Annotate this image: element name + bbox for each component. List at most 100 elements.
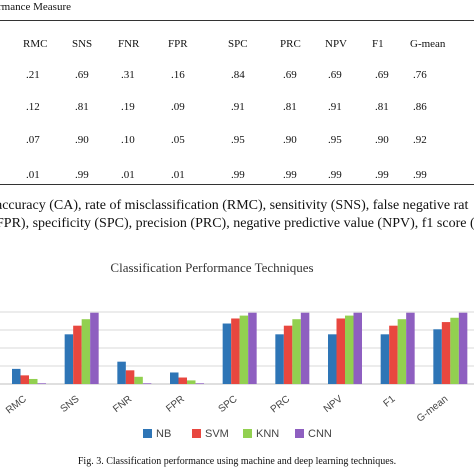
table-cell: .76 [413, 69, 427, 81]
x-tick-label: FNR [111, 394, 134, 415]
bar-knn-rmc [29, 378, 38, 384]
table-cell: .81 [75, 101, 89, 113]
x-tick-label: PRC [269, 394, 292, 416]
table-column-header: F1 [372, 38, 384, 50]
legend-swatch-cnn [295, 429, 304, 438]
bar-cnn-fpr [195, 383, 204, 384]
table-cell: .86 [413, 101, 427, 113]
table-cell: .99 [283, 169, 297, 181]
table-cell: .07 [26, 134, 40, 146]
x-tick-label: G-mean [415, 394, 450, 425]
bar-nb-spc [222, 323, 232, 384]
table-header-fragment: rmance Measure [0, 1, 71, 13]
legend-swatch-nb [143, 429, 152, 438]
table-top-rule [0, 20, 474, 21]
table-cell: .99 [413, 169, 427, 181]
bar-cnn-prc [300, 312, 310, 384]
bar-knn-prc [292, 319, 301, 384]
bar-knn-g-mean [450, 317, 459, 384]
table-cell: .91 [328, 101, 342, 113]
table-column-header: NPV [325, 38, 348, 50]
table-cell: .95 [231, 134, 245, 146]
table-cell: .12 [26, 101, 40, 113]
bar-knn-fpr [187, 380, 196, 384]
bar-nb-npv [328, 334, 337, 384]
bar-svm-fnr [125, 370, 135, 384]
table-cell: .19 [121, 101, 135, 113]
bar-cnn-sns [90, 312, 99, 384]
table-cell: .99 [375, 169, 389, 181]
figure-caption: Fig. 3. Classification performance using… [77, 456, 397, 467]
table-cell: .90 [75, 134, 89, 146]
table-column-header: SNS [72, 38, 93, 50]
bar-knn-fnr [134, 376, 143, 384]
table-cell: .05 [171, 134, 185, 146]
table-caption-line-1: accuracy (CA), rate of misclassification… [0, 198, 469, 213]
table-cell: .69 [75, 69, 89, 81]
table-bottom-rule [0, 184, 474, 185]
bar-cnn-spc [248, 312, 257, 384]
table-cell: .90 [375, 134, 389, 146]
bar-knn-npv [345, 315, 354, 384]
x-tick-label: SNS [59, 393, 82, 415]
table-column-header: G-mean [410, 38, 446, 50]
bar-nb-prc [275, 334, 284, 384]
legend-swatch-svm [192, 429, 201, 438]
bar-svm-npv [336, 318, 345, 384]
bar-cnn-f1 [406, 312, 415, 384]
x-tick-label: FPR [164, 394, 187, 415]
classification-performance-chart: Classification Performance Techniques RMC… [0, 260, 474, 440]
table-caption-line-2: FPR), specificity (SPC), precision (PRC)… [0, 216, 474, 231]
bar-cnn-npv [353, 312, 362, 384]
bar-nb-g-mean [433, 329, 442, 384]
bar-nb-rmc [12, 368, 21, 384]
bar-svm-g-mean [441, 322, 451, 384]
table-cell: .16 [171, 69, 185, 81]
table-cell: .95 [328, 134, 342, 146]
x-tick-label: RMC [4, 394, 29, 417]
table-cell: .31 [121, 69, 135, 81]
table-cell: .09 [171, 101, 185, 113]
table-cell: .99 [328, 169, 342, 181]
x-tick-label: SPC [217, 394, 240, 415]
table-cell: .69 [375, 69, 389, 81]
table-cell: .84 [231, 69, 245, 81]
legend-label: SVM [205, 428, 229, 440]
table-cell: .99 [75, 169, 89, 181]
bar-nb-sns [64, 334, 74, 384]
table-column-header: RMC [23, 38, 48, 50]
bar-nb-fpr [170, 372, 179, 384]
bar-cnn-fnr [142, 383, 152, 384]
table-cell: .99 [231, 169, 245, 181]
legend-swatch-knn [243, 429, 252, 438]
bar-nb-f1 [380, 334, 390, 384]
bar-knn-sns [81, 319, 91, 384]
bar-svm-sns [73, 325, 82, 384]
table-column-header: SPC [228, 38, 248, 50]
x-tick-label: NPV [322, 393, 345, 415]
bar-knn-spc [239, 315, 249, 384]
table-cell: .81 [375, 101, 389, 113]
bar-knn-f1 [397, 319, 407, 384]
bar-svm-rmc [20, 375, 29, 384]
table-cell: .81 [283, 101, 297, 113]
table-cell: .01 [121, 169, 135, 181]
table-column-header: FPR [168, 38, 188, 50]
bar-nb-fnr [117, 361, 126, 384]
legend-label: KNN [256, 428, 279, 440]
table-cell: .91 [231, 101, 245, 113]
chart-title: Classification Performance Techniques [110, 260, 313, 275]
table-cell: .01 [26, 169, 40, 181]
table-column-header: FNR [118, 38, 140, 50]
bar-svm-fpr [178, 377, 187, 384]
bar-svm-spc [231, 318, 240, 384]
bar-svm-f1 [389, 325, 398, 384]
bar-cnn-rmc [37, 383, 46, 384]
table-cell: .21 [26, 69, 40, 81]
bar-cnn-g-mean [458, 312, 468, 384]
legend-label: CNN [308, 428, 332, 440]
table-cell: .10 [121, 134, 135, 146]
table-cell: .01 [171, 169, 185, 181]
table-cell: .90 [283, 134, 297, 146]
table-column-header: PRC [280, 38, 301, 50]
